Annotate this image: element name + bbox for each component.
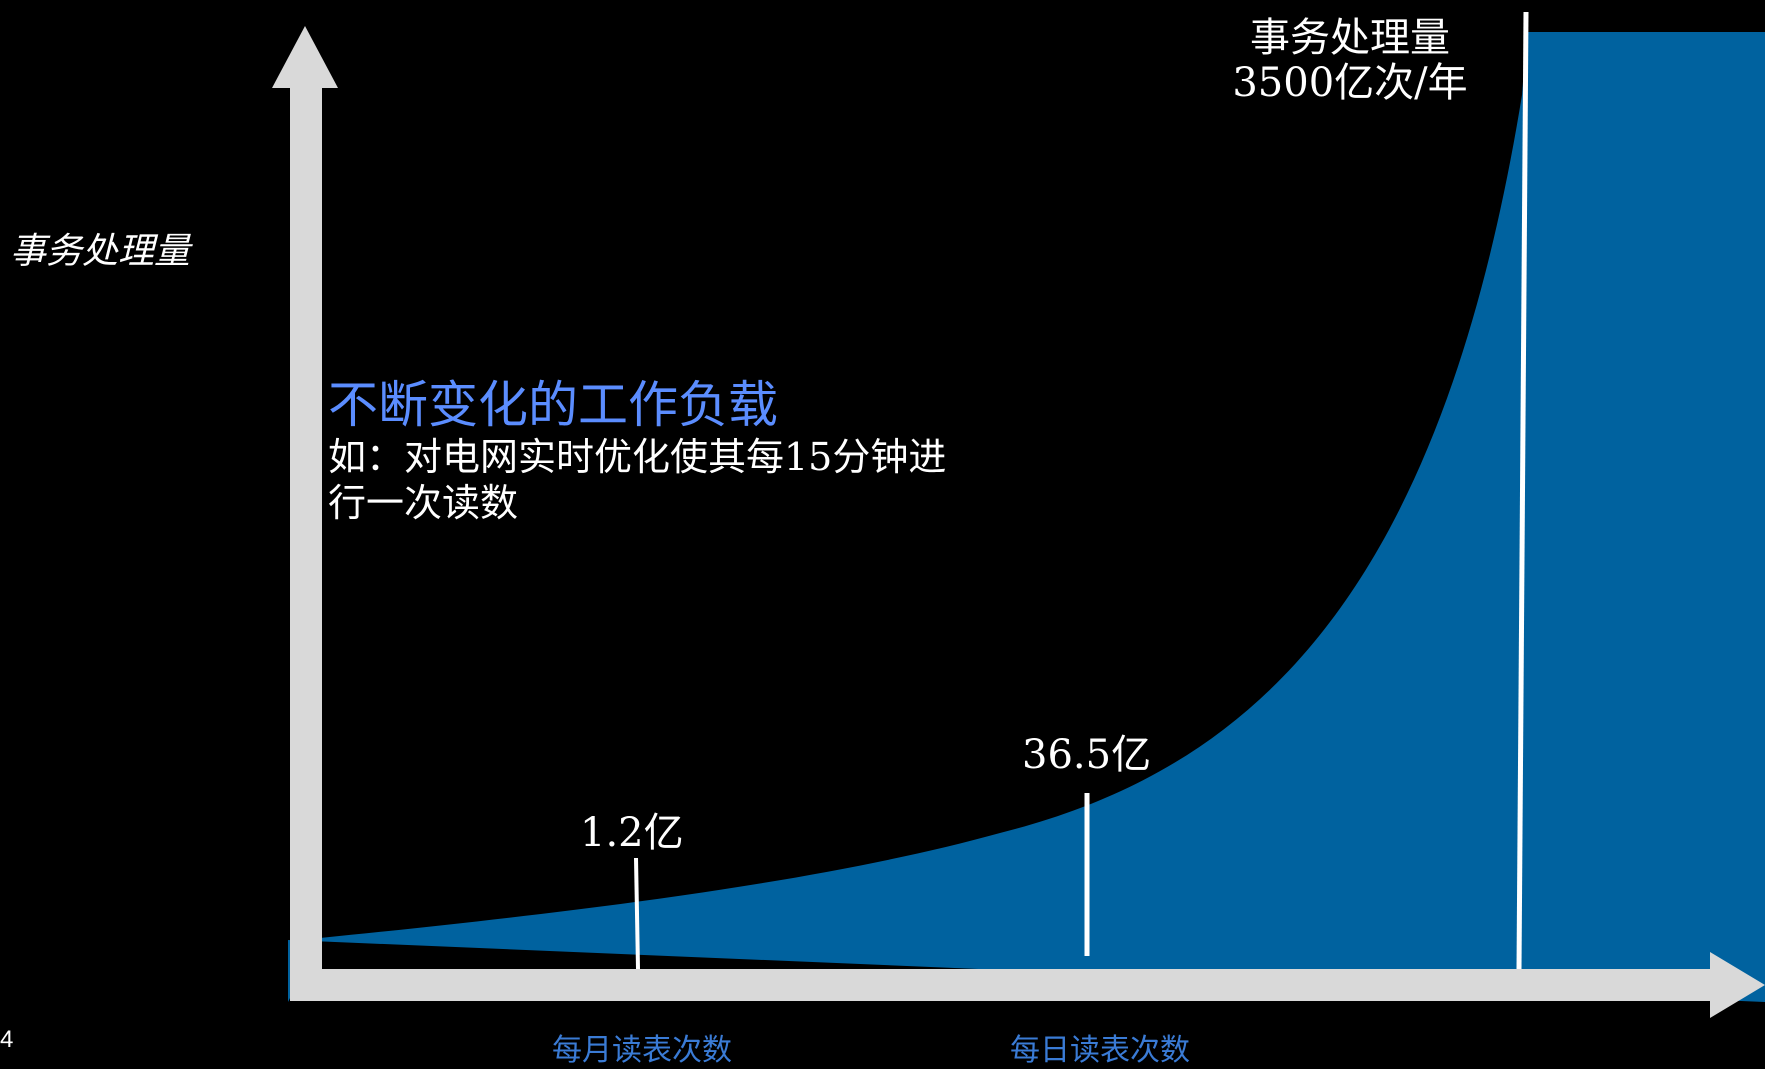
marker-line-monthly (634, 857, 640, 970)
headline: 不断变化的工作负载 (328, 376, 778, 434)
marker-line-peak (1516, 11, 1529, 970)
peak-label-line-2: 3500亿次/年 (1232, 59, 1468, 106)
example-line-1: 如：对电网实时优化使其每15分钟进 (328, 435, 947, 479)
y-axis-label: 事务处理量 (10, 231, 191, 272)
slide-number: 4 (0, 1026, 14, 1053)
point-label-monthly: 1.2亿 (580, 810, 684, 856)
peak-label: 事务处理量 3500亿次/年 (1220, 16, 1480, 106)
example-line-2: 行一次读数 (328, 481, 519, 525)
peak-label-line-1: 事务处理量 (1250, 15, 1450, 61)
growth-area (288, 32, 1765, 1002)
y-axis-line (290, 80, 322, 1000)
x-axis-line (290, 969, 1710, 1001)
x-axis-arrowhead (1710, 952, 1765, 1018)
y-axis-arrowhead (272, 26, 338, 88)
point-label-daily: 36.5亿 (1022, 732, 1152, 778)
x-category-daily: 每日读表次数 (1010, 1033, 1190, 1068)
x-category-monthly: 每月读表次数 (552, 1033, 732, 1068)
